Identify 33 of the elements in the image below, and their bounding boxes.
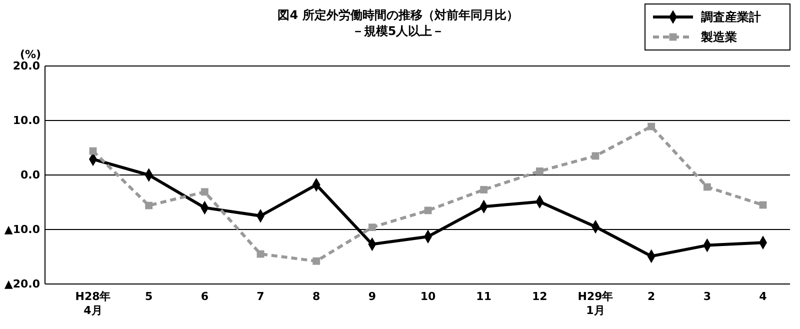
point — [703, 183, 711, 191]
x-tick-label: 12 — [532, 290, 548, 303]
x-tick-label: 2 — [648, 290, 656, 303]
point — [424, 206, 432, 214]
y-tick-label: ▲20.0 — [4, 278, 40, 291]
point — [145, 202, 153, 210]
x-tick-label: 8 — [312, 290, 320, 303]
point — [592, 152, 600, 160]
y-tick-label: 20.0 — [12, 60, 40, 73]
x-tick-label: 9 — [368, 290, 376, 303]
point — [536, 167, 544, 175]
x-tick-label: 7 — [256, 290, 264, 303]
chart-title: 図4 所定外労働時間の推移（対前年同月比） — [278, 8, 518, 22]
y-tick-label: 0.0 — [20, 168, 40, 182]
y-axis-title: (%) — [20, 48, 42, 61]
x-tick-label: 6 — [200, 290, 209, 303]
y-tick-label: ▲10.0 — [4, 223, 40, 236]
y-tick-label: 10.0 — [12, 114, 40, 128]
x-tick-label: 11 — [476, 290, 492, 303]
x-tick-label: 5 — [145, 290, 153, 303]
point — [648, 122, 656, 130]
point — [480, 186, 488, 194]
x-tick-label: H28年 4月 — [75, 290, 111, 317]
x-tick-label: 4 — [759, 290, 768, 303]
x-tick-label: 10 — [420, 290, 436, 303]
x-tick-label: 3 — [703, 290, 711, 303]
x-tick-label: H29年 1月 — [578, 290, 614, 317]
legend-label: 調査産業計 — [700, 10, 761, 24]
point — [368, 224, 376, 232]
point — [312, 257, 320, 265]
point — [200, 188, 208, 196]
legend-label: 製造業 — [700, 30, 737, 44]
chart-subtitle: －規模5人以上－ — [352, 24, 444, 38]
